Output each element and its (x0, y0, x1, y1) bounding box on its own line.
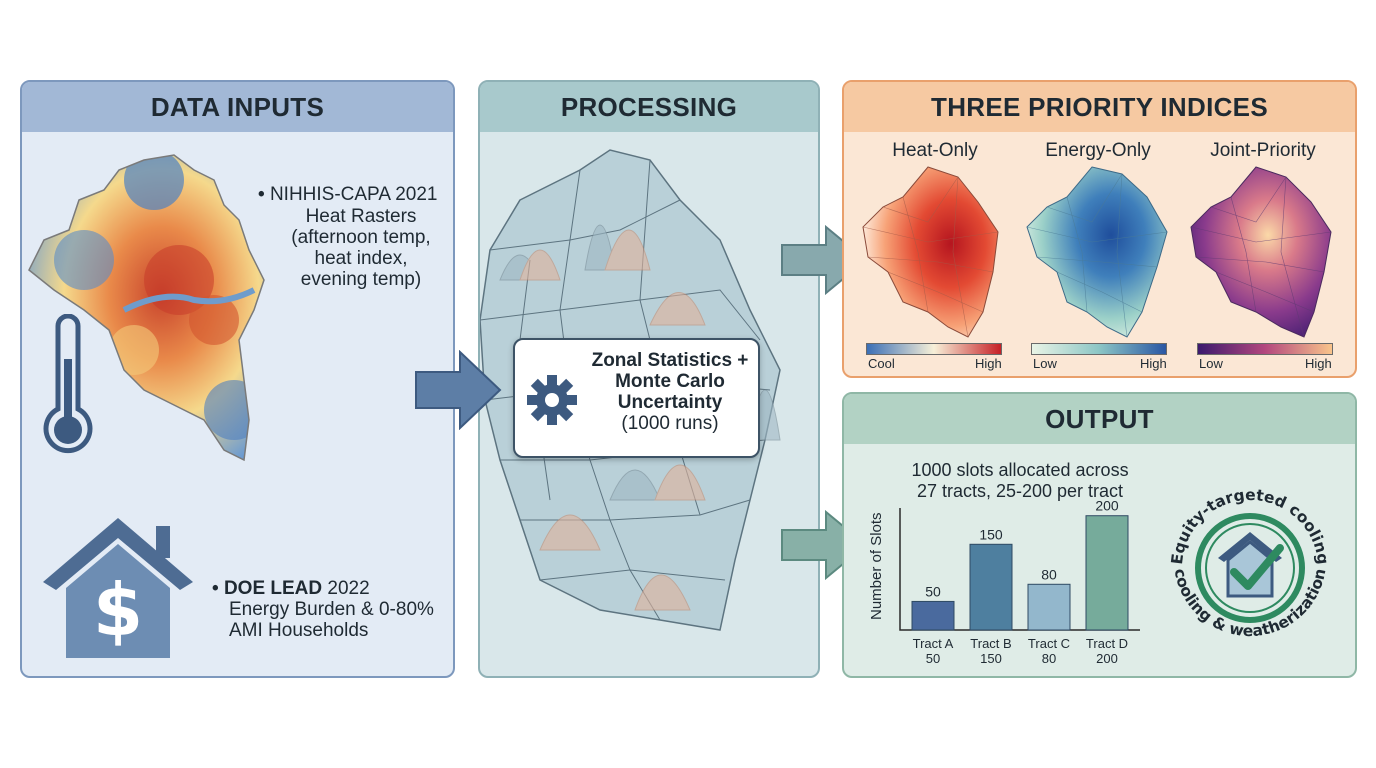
zonal-statistics-box: Zonal Statistics + Monte Carlo Uncertain… (513, 338, 760, 458)
heat-only-title: Heat-Only (892, 140, 978, 161)
heat-only-map (862, 166, 999, 338)
joint-legend-high: High (1305, 356, 1332, 371)
output-caption-line-2: 27 tracts, 25-200 per tract (916, 481, 1124, 501)
slots-bar-chart: 50 150 80 200 (899, 500, 1140, 631)
category-value: 150 (980, 651, 1002, 666)
data-inputs-title: DATA INPUTS (22, 82, 453, 132)
processing-line-2: Monte Carlo (615, 371, 725, 392)
bar-category-label: Tract A 50 (903, 636, 963, 666)
energy-burden-line-2: AMI Households (229, 620, 369, 641)
energy-burden-house-icon: $ (43, 518, 193, 658)
category-name: Tract C (1027, 636, 1071, 651)
gear-icon (527, 375, 577, 425)
heat-legend-bar (866, 343, 1002, 355)
category-value: 200 (1096, 651, 1118, 666)
joint-legend-low: Low (1199, 356, 1223, 371)
bar-value-label: 200 (1095, 500, 1119, 514)
energy-only-title: Energy-Only (1045, 140, 1151, 161)
heat-rasters-line-2: Heat Rasters (305, 206, 417, 227)
bar-category-label: Tract C 80 (1019, 636, 1079, 666)
category-name: Tract D (1085, 636, 1129, 651)
bullet-dot: • (258, 184, 265, 205)
heat-rasters-line-1: NIHHIS-CAPA 2021 (269, 184, 438, 205)
y-axis-label: Number of Slots (868, 512, 885, 620)
thermometer-icon (43, 314, 93, 454)
joint-legend-bar (1197, 343, 1333, 355)
doe-lead-year: 2022 (322, 578, 370, 599)
processing-title: PROCESSING (480, 82, 818, 132)
bar-value-label: 50 (925, 583, 941, 599)
output-title: OUTPUT (844, 394, 1355, 444)
category-value: 80 (1041, 651, 1057, 666)
heat-rasters-line-5: evening temp) (300, 269, 422, 290)
energy-legend-bar (1031, 343, 1167, 355)
heat-rasters-bullet: • NIHHIS-CAPA 2021 (258, 184, 438, 205)
heat-legend-high: High (975, 356, 1002, 371)
heat-rasters-desc: Heat Rasters (afternoon temp, heat index… (276, 206, 446, 290)
processing-line-1: Zonal Statistics + (591, 350, 749, 371)
heat-legend-low: Cool (868, 356, 895, 371)
energy-only-map (1026, 166, 1168, 338)
bar-tract-c (1027, 583, 1071, 631)
energy-legend-high: High (1140, 356, 1167, 371)
joint-priority-map (1190, 166, 1332, 338)
equity-badge: Equity-targeted cooling cooling & weathe… (1168, 486, 1332, 640)
category-value: 50 (925, 651, 941, 666)
processing-line-3: Uncertainty (617, 392, 723, 413)
bar-value-label: 80 (1041, 566, 1057, 582)
energy-burden-line-1: Energy Burden & 0-80% (229, 599, 434, 620)
output-caption-line-1: 1000 slots allocated across (911, 460, 1129, 480)
bar-category-label: Tract B 150 (961, 636, 1021, 666)
energy-legend-low: Low (1033, 356, 1057, 371)
category-name: Tract B (970, 636, 1012, 651)
svg-text:$: $ (93, 568, 143, 652)
output-caption: 1000 slots allocated across 27 tracts, 2… (890, 460, 1150, 502)
bar-tract-b (969, 543, 1013, 631)
doe-lead-label: DOE LEAD (223, 578, 323, 599)
bar-value-label: 150 (979, 526, 1003, 542)
joint-priority-title: Joint-Priority (1210, 140, 1316, 161)
arrow-right-icon (415, 350, 502, 430)
processing-description: Zonal Statistics + Monte Carlo Uncertain… (585, 350, 755, 434)
processing-line-4: (1000 runs) (621, 413, 719, 434)
heat-rasters-line-4: heat index, (314, 248, 408, 269)
house-check-icon (1218, 532, 1284, 598)
bar-category-label: Tract D 200 (1077, 636, 1137, 666)
bullet-dot: • (212, 578, 219, 599)
category-name: Tract A (912, 636, 954, 651)
bar-tract-a (911, 600, 955, 631)
heat-rasters-line-3: (afternoon temp, (291, 227, 431, 248)
priority-indices-title: THREE PRIORITY INDICES (844, 82, 1355, 132)
bar-tract-d (1085, 515, 1129, 631)
energy-burden-bullet: • DOE LEAD 2022 Energy Burden & 0-80% AM… (212, 578, 452, 641)
